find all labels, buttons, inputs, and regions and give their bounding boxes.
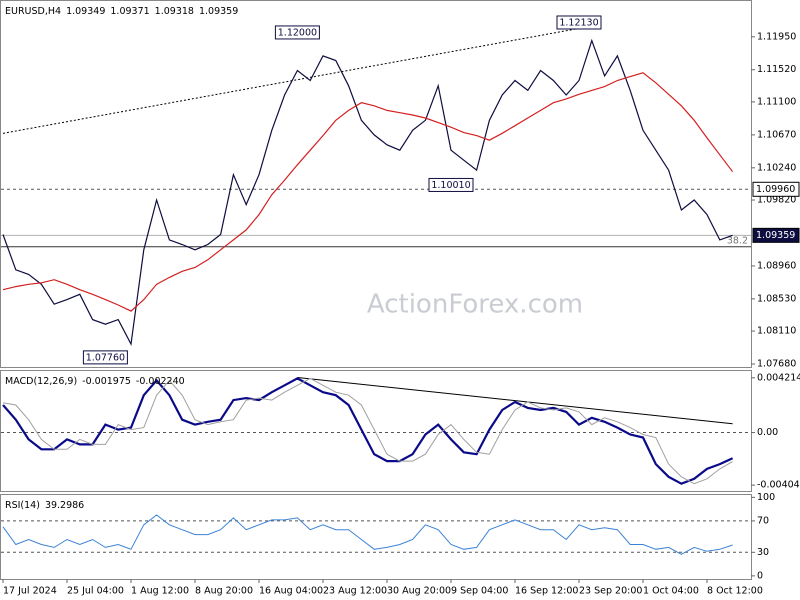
y-tick-label: 1.07680 <box>757 359 796 370</box>
x-tick-label: 16 Aug 04:00 <box>259 586 323 597</box>
level-label-box <box>752 181 800 197</box>
series-line <box>2 38 733 347</box>
annotation-label: 1.12130 <box>559 17 598 28</box>
x-tick-label: 23 Aug 12:00 <box>323 586 387 597</box>
x-tick-label: 17 Jul 2024 <box>3 586 57 597</box>
level-label: 1.09359 <box>756 230 795 241</box>
annotation-box <box>428 177 474 192</box>
x-tick-label: 1 Oct 04:00 <box>643 586 699 597</box>
watermark: ActionForex.com <box>367 290 583 320</box>
panel-reading: 1.09359 <box>199 6 238 17</box>
x-tick-label: 8 Aug 20:00 <box>195 586 253 597</box>
y-tick-label: 0 <box>757 570 763 581</box>
annotation-box <box>556 15 602 30</box>
panel-reading: -0.002240 <box>136 376 185 387</box>
level-label-box <box>752 227 800 243</box>
x-tick-label: 9 Sep 04:00 <box>451 586 508 597</box>
level-label: 1.09960 <box>756 184 795 195</box>
panel-title: RSI(14) <box>5 500 40 511</box>
y-tick-label: 1.10670 <box>757 129 796 140</box>
panel-title: EURUSD,H4 <box>5 6 61 17</box>
panel-header: MACD(12,26,9) -0.001975 -0.002240 <box>5 376 185 387</box>
y-tick-label: 70 <box>757 515 769 526</box>
annotation-label: 1.07760 <box>86 352 125 363</box>
x-tick-label: 1 Aug 12:00 <box>131 586 189 597</box>
trendline <box>297 376 733 425</box>
annotation-box <box>82 350 128 365</box>
panel-reading: 1.09318 <box>155 6 194 17</box>
macd-panel <box>0 370 752 492</box>
annotation-box <box>274 25 320 40</box>
y-tick-label: 30 <box>757 547 769 558</box>
y-tick-label: 1.11100 <box>757 96 796 107</box>
panel-header: RSI(14) 39.2986 <box>5 500 84 511</box>
y-tick-label: 1.09820 <box>757 195 796 206</box>
y-tick-label: 1.08530 <box>757 293 796 304</box>
fib-label: 38.2 <box>727 235 748 246</box>
y-tick-label: 1.10240 <box>757 162 796 173</box>
series-line <box>2 377 733 485</box>
series-line <box>2 377 734 485</box>
y-tick-label: 0.004214 <box>757 372 800 383</box>
panel-title: MACD(12,26,9) <box>5 376 77 387</box>
x-tick-label: 30 Aug 20:00 <box>387 586 451 597</box>
price-panel <box>0 0 752 368</box>
annotation-label: 1.12000 <box>278 27 317 38</box>
panel-reading: -0.001975 <box>82 376 131 387</box>
y-tick-label: 1.11520 <box>757 64 796 75</box>
y-tick-label: 1.08960 <box>757 260 796 271</box>
x-tick-label: 16 Sep 12:00 <box>515 586 578 597</box>
panel-reading: 1.09371 <box>110 6 149 17</box>
series-line <box>2 514 733 555</box>
x-tick-label: 23 Sep 20:00 <box>579 586 642 597</box>
panel-reading: 39.2986 <box>45 500 84 511</box>
y-tick-label: 1.08110 <box>757 326 796 337</box>
y-tick-label: 0.00 <box>757 427 778 438</box>
panel-header: EURUSD,H4 1.09349 1.09371 1.09318 1.09359 <box>5 6 238 17</box>
annotation-label: 1.10010 <box>431 180 470 191</box>
y-tick-label: -0.004047 <box>757 480 800 491</box>
y-tick-label: 100 <box>757 492 775 503</box>
series-line <box>2 72 734 312</box>
panel-reading: 1.09349 <box>66 6 105 17</box>
rsi-panel <box>0 494 752 580</box>
x-tick-label: 8 Oct 12:00 <box>707 586 763 597</box>
x-tick-label: 25 Jul 04:00 <box>67 586 124 597</box>
y-tick-label: 1.11950 <box>757 31 796 42</box>
